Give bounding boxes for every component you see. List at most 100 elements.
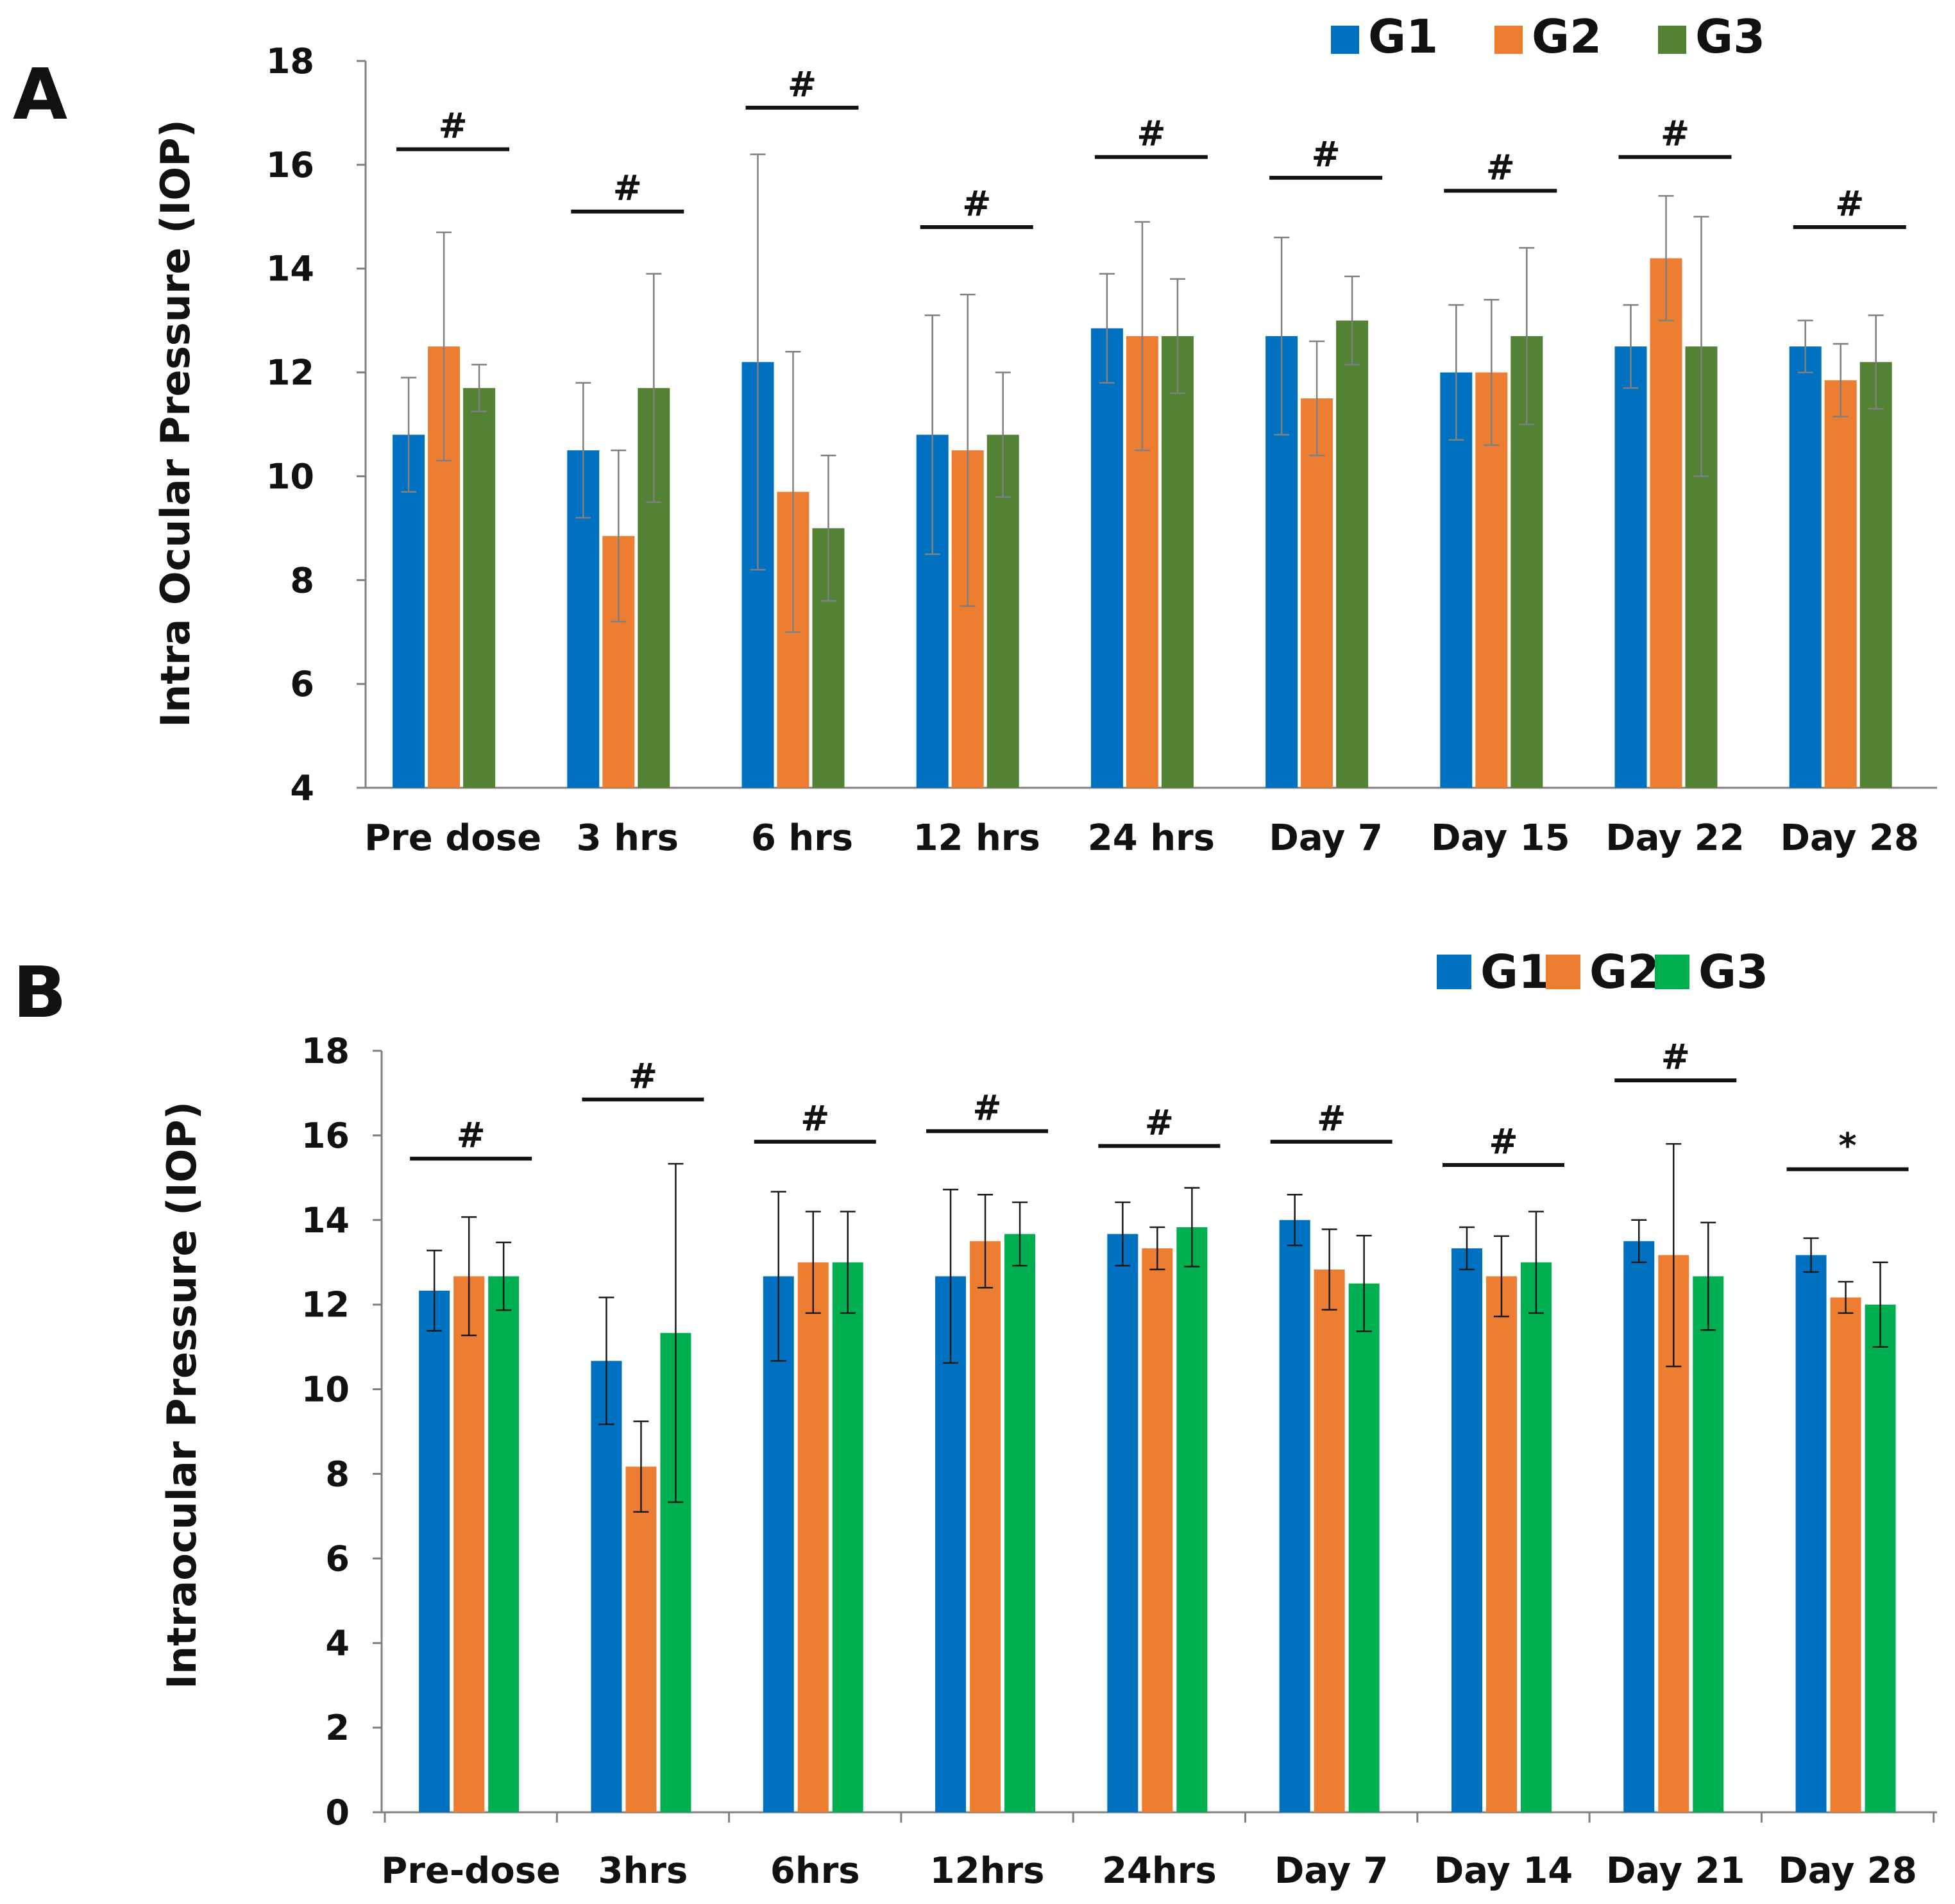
significance-marker: # [972,1087,1001,1128]
significance-marker: # [1137,114,1165,154]
bar-g3 [1865,1304,1896,1812]
x-category-label: 24 hrs [1088,817,1215,859]
y-tick-label: 18 [266,41,314,81]
bar-g3 [1161,336,1194,788]
legend-swatch-g1 [1437,955,1471,989]
bar-g1 [1090,328,1123,788]
bar-g2 [1301,398,1333,788]
x-category-label: 12 hrs [913,817,1040,859]
legend-label-g3: G3 [1698,945,1768,999]
panel-a: A Intra Ocular Pressure (IOP) 4 6 8 10 12 14 1… [13,10,1937,859]
bar-g1 [1623,1241,1655,1812]
x-category-label: Day 14 [1434,1850,1573,1892]
bar-g1 [1107,1234,1138,1812]
legend-swatch-g3 [1658,26,1686,54]
bar-g2 [797,1262,829,1812]
bar-g2 [1314,1269,1345,1812]
y-tick-label: 0 [325,1792,350,1833]
x-category-label: Day 7 [1269,817,1383,859]
bar-g1 [763,1276,794,1812]
bar-g3 [1859,362,1892,788]
significance-marker: # [1489,1121,1518,1162]
significance-marker: # [1486,147,1515,187]
y-tick-label: 6 [290,664,314,704]
bar-g3 [1336,320,1369,788]
x-category-label: 12hrs [930,1850,1045,1892]
bar-g3 [463,387,496,788]
x-category-label: Day 15 [1431,817,1570,859]
significance-marker: # [438,106,467,146]
y-tick-label: 12 [266,353,314,393]
bar-g2 [1830,1297,1861,1812]
bar-g1 [419,1290,450,1812]
x-category-label: Pre dose [364,817,541,859]
legend-swatch-g2 [1546,955,1580,989]
y-tick-label: 10 [266,456,314,497]
bar-g1 [591,1361,622,1812]
significance-marker: * [1838,1126,1856,1166]
legend-swatch-g1 [1331,26,1359,54]
bar-g2 [453,1276,485,1812]
bar-g1 [1279,1220,1310,1812]
x-category-label: Day 7 [1274,1850,1389,1892]
significance-marker: # [800,1098,829,1139]
bar-g2 [1142,1248,1173,1812]
y-tick-label: 12 [301,1285,350,1325]
y-tick-label: 16 [301,1116,350,1156]
bar-g3 [1693,1276,1724,1812]
bar-g2 [625,1466,657,1812]
x-category-label: 3hrs [598,1850,688,1892]
y-tick-label: 4 [290,768,314,808]
legend-label-g1: G1 [1480,945,1550,999]
bar-g2 [970,1241,1001,1812]
legend-swatch-g2 [1494,26,1523,54]
legend-label-g2: G2 [1589,945,1659,999]
bar-g3 [1004,1234,1036,1812]
x-category-label: Pre-dose [381,1850,561,1892]
legend-label-g1: G1 [1368,10,1438,64]
significance-marker: # [629,1056,657,1096]
x-category-label: 6hrs [770,1850,860,1892]
bar-g1 [1795,1255,1827,1812]
y-tick-label: 8 [325,1454,350,1494]
bar-g2 [1824,380,1857,788]
bar-g3 [488,1276,520,1812]
x-category-label: Day 28 [1778,1850,1917,1892]
significance-marker: # [1661,114,1689,154]
y-tick-label: 14 [266,249,314,289]
panel-label-b: B [13,951,67,1033]
bar-g1 [393,434,425,788]
legend-label-g3: G3 [1695,10,1765,64]
bar-g2 [1485,1276,1517,1812]
significance-marker: # [1311,134,1340,174]
y-tick-label: 8 [290,560,314,600]
significance-marker: # [1835,183,1864,224]
significance-marker: # [1317,1098,1346,1139]
y-tick-label: 6 [325,1538,350,1579]
y-axis-title-b: Intraocular Pressure (IOP) [158,1101,205,1689]
x-category-label: 3 hrs [577,817,679,859]
bar-g3 [1348,1283,1380,1812]
bar-g1 [1789,346,1822,788]
y-tick-label: 18 [301,1031,350,1071]
legend-label-g2: G2 [1532,10,1602,64]
bar-g1 [1440,372,1473,788]
y-tick-label: 2 [325,1708,350,1748]
significance-marker: # [457,1115,486,1155]
x-category-label: 24hrs [1102,1850,1217,1892]
significance-marker: # [962,183,991,224]
bar-g1 [1451,1248,1482,1812]
x-category-label: Day 28 [1780,817,1918,859]
y-tick-label: 16 [266,145,314,185]
y-tick-label: 4 [325,1623,350,1663]
x-category-label: Day 21 [1606,1850,1745,1892]
y-tick-label: 10 [301,1370,350,1410]
y-axis-title-a: Intra Ocular Pressure (IOP) [152,119,199,727]
bar-g2 [1650,258,1682,788]
y-tick-label: 14 [301,1200,350,1241]
bar-g1 [935,1276,967,1812]
panel-b: B Intraocular Pressure (IOP) 0 2 4 6 8 10 12 14… [13,945,1937,1892]
bar-g1 [1614,346,1647,788]
bar-g3 [1520,1262,1552,1812]
